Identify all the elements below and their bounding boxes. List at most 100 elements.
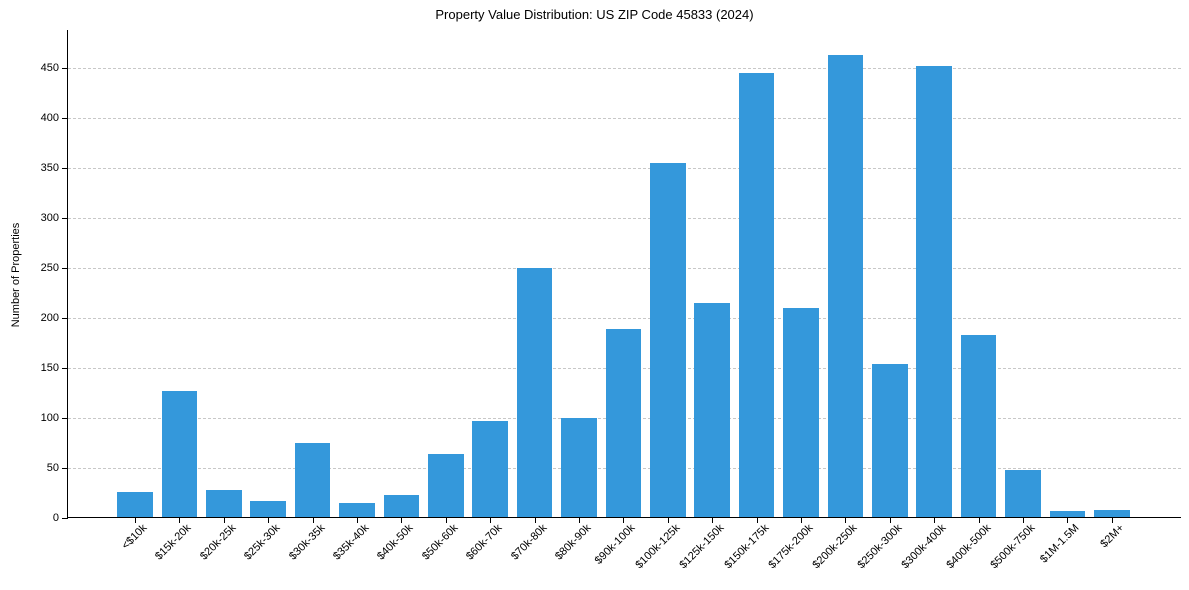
y-axis-line	[67, 30, 68, 519]
y-tick-label: 450	[40, 62, 59, 74]
y-tick-mark	[62, 67, 67, 69]
x-tick-mark	[1067, 518, 1068, 523]
x-tick-label: $50k-60k	[419, 522, 461, 563]
x-tick-mark	[668, 518, 669, 523]
x-tick-mark	[224, 518, 225, 523]
bar	[250, 501, 286, 517]
bar	[650, 163, 686, 517]
x-tick-mark	[535, 518, 536, 523]
bar	[516, 268, 553, 517]
y-tick-mark	[62, 417, 67, 419]
y-tick-label: 200	[40, 312, 59, 324]
bar	[161, 391, 198, 517]
x-tick-mark	[890, 518, 891, 523]
x-tick-label: $400k-500k	[943, 522, 994, 572]
x-tick-label: $90k-100k	[593, 522, 638, 567]
bar	[428, 454, 464, 517]
y-tick-label: 100	[40, 412, 59, 424]
bar	[827, 55, 864, 517]
y-tick-label: 300	[40, 212, 59, 224]
bar	[1005, 470, 1041, 517]
x-tick-mark	[490, 518, 491, 523]
bar	[738, 73, 775, 517]
y-tick-mark	[62, 367, 67, 369]
x-axis-line	[67, 517, 1181, 518]
x-tick-mark	[801, 518, 802, 523]
y-axis-label: Number of Properties	[10, 222, 22, 328]
x-tick-mark	[1112, 518, 1113, 523]
bar	[1049, 511, 1086, 517]
bar	[783, 308, 819, 517]
y-tick-mark	[62, 267, 67, 269]
bar	[872, 364, 908, 517]
x-tick-mark	[357, 518, 358, 523]
bar	[561, 418, 597, 517]
x-tick-label: $20k-25k	[197, 522, 239, 563]
y-tick-mark	[62, 217, 67, 219]
x-tick-label: $500k-750k	[988, 522, 1038, 572]
bar	[117, 492, 153, 517]
y-tick-mark	[62, 317, 67, 319]
y-tick-mark	[62, 167, 67, 169]
y-tick-label: 0	[52, 512, 59, 524]
bar	[1094, 510, 1130, 517]
x-tick-mark	[179, 518, 180, 523]
y-tick-label: 400	[40, 112, 59, 124]
x-tick-label: $15k-20k	[153, 522, 194, 563]
bar	[472, 421, 508, 517]
x-tick-label: $70k-80k	[508, 522, 550, 563]
x-tick-mark	[401, 518, 402, 523]
gridline	[68, 317, 1181, 319]
x-tick-mark	[313, 518, 314, 523]
gridline	[68, 167, 1181, 169]
chart-title: Property Value Distribution: US ZIP Code…	[435, 7, 754, 22]
x-tick-label: $125k-150k	[677, 522, 727, 572]
y-tick-label: 150	[40, 362, 59, 374]
bar	[206, 490, 242, 517]
bar	[294, 443, 331, 517]
gridline	[68, 267, 1181, 269]
x-tick-mark	[934, 518, 935, 523]
y-tick-label: 250	[40, 262, 59, 274]
x-tick-label: $35k-40k	[330, 522, 372, 563]
x-tick-label: $150k-175k	[721, 522, 772, 572]
bar	[694, 303, 730, 517]
x-tick-mark	[979, 518, 980, 523]
x-tick-mark	[579, 518, 580, 523]
bar	[383, 495, 420, 517]
x-tick-label: $250k-300k	[855, 522, 905, 572]
bar	[605, 329, 642, 517]
x-tick-label: $200k-250k	[810, 522, 860, 572]
gridline	[68, 117, 1181, 119]
gridline	[68, 67, 1181, 69]
x-tick-label: $30k-35k	[286, 522, 328, 563]
y-tick-mark	[62, 517, 67, 519]
x-tick-mark	[845, 518, 846, 523]
x-tick-label: $60k-70k	[464, 522, 505, 563]
x-tick-mark	[757, 518, 758, 523]
x-tick-label: $100k-125k	[633, 522, 683, 572]
x-tick-mark	[1023, 518, 1024, 523]
x-tick-label: $300k-400k	[899, 522, 949, 572]
x-tick-label: <$10k	[119, 522, 150, 552]
bar	[960, 335, 997, 517]
y-tick-label: 50	[46, 462, 59, 474]
x-tick-label: $40k-50k	[375, 522, 416, 563]
x-tick-mark	[623, 518, 624, 523]
x-tick-mark	[135, 518, 136, 523]
x-tick-label: $175k-200k	[766, 522, 816, 572]
bar	[916, 66, 952, 517]
x-tick-mark	[446, 518, 447, 523]
x-tick-mark	[268, 518, 269, 523]
x-tick-label: $1M-1.5M	[1038, 522, 1082, 566]
bar	[339, 503, 375, 517]
x-tick-label: $25k-30k	[242, 522, 283, 563]
x-tick-mark	[712, 518, 713, 523]
gridline	[68, 217, 1181, 219]
x-tick-label: $80k-90k	[552, 522, 594, 563]
x-tick-label: $2M+	[1098, 522, 1127, 551]
y-tick-mark	[62, 117, 67, 119]
y-tick-label: 350	[40, 162, 59, 174]
y-tick-mark	[62, 467, 67, 469]
